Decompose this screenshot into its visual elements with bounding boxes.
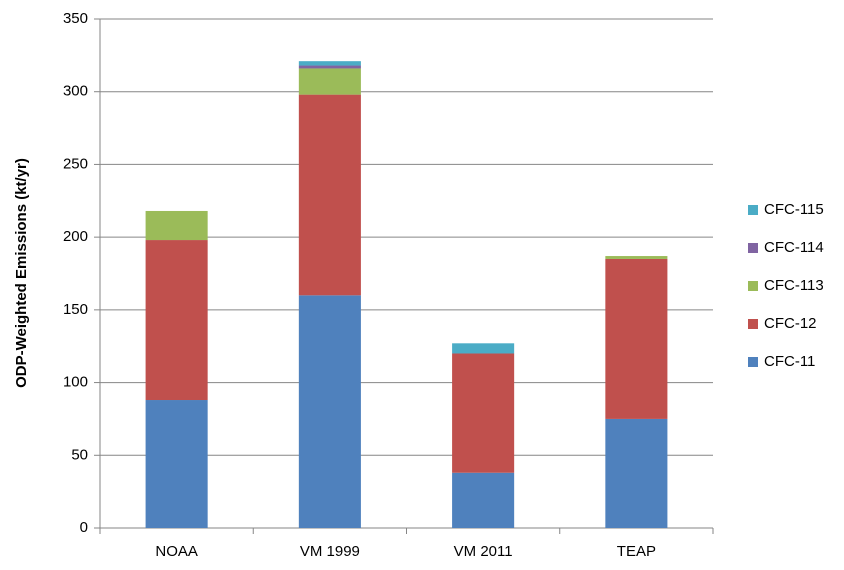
- bar-segment: [298, 94, 361, 296]
- bar-segment: [145, 400, 208, 528]
- x-tick-label: VM 2011: [454, 543, 513, 560]
- bar-segment: [605, 258, 668, 419]
- legend-swatch: [748, 319, 758, 329]
- y-tick-label: 200: [63, 228, 88, 245]
- x-tick-label: TEAP: [617, 543, 656, 560]
- x-tick-label: VM 1999: [300, 543, 360, 560]
- bar-segment: [298, 61, 361, 66]
- legend-label: CFC-11: [764, 353, 815, 370]
- bar-segment: [298, 295, 361, 528]
- legend-label: CFC-12: [764, 315, 817, 332]
- y-tick-label: 350: [63, 10, 88, 27]
- legend-label: CFC-113: [764, 277, 824, 294]
- bar-segment: [145, 240, 208, 401]
- legend-swatch: [748, 205, 758, 215]
- legend-swatch: [748, 281, 758, 291]
- legend-swatch: [748, 357, 758, 367]
- y-tick-label: 300: [63, 83, 88, 100]
- y-axis-label: ODP-Weighted Emissions (kt/yr): [13, 158, 30, 388]
- y-tick-label: 100: [63, 374, 88, 391]
- bar-segment: [298, 65, 361, 69]
- bar-segment: [605, 418, 668, 528]
- y-tick-label: 150: [63, 301, 88, 318]
- bar-segment: [298, 68, 361, 95]
- y-tick-label: 0: [80, 519, 88, 536]
- bar-segment: [605, 256, 668, 259]
- bar-segment: [452, 343, 515, 354]
- legend-label: CFC-114: [764, 239, 824, 256]
- bar-segment: [452, 353, 515, 473]
- legend-label: CFC-115: [764, 201, 824, 218]
- y-tick-label: 250: [63, 155, 88, 172]
- bar-segment: [145, 210, 208, 241]
- bar-segment: [452, 472, 515, 528]
- legend-swatch: [748, 243, 758, 253]
- y-tick-label: 50: [71, 446, 88, 463]
- x-tick-label: NOAA: [155, 543, 198, 560]
